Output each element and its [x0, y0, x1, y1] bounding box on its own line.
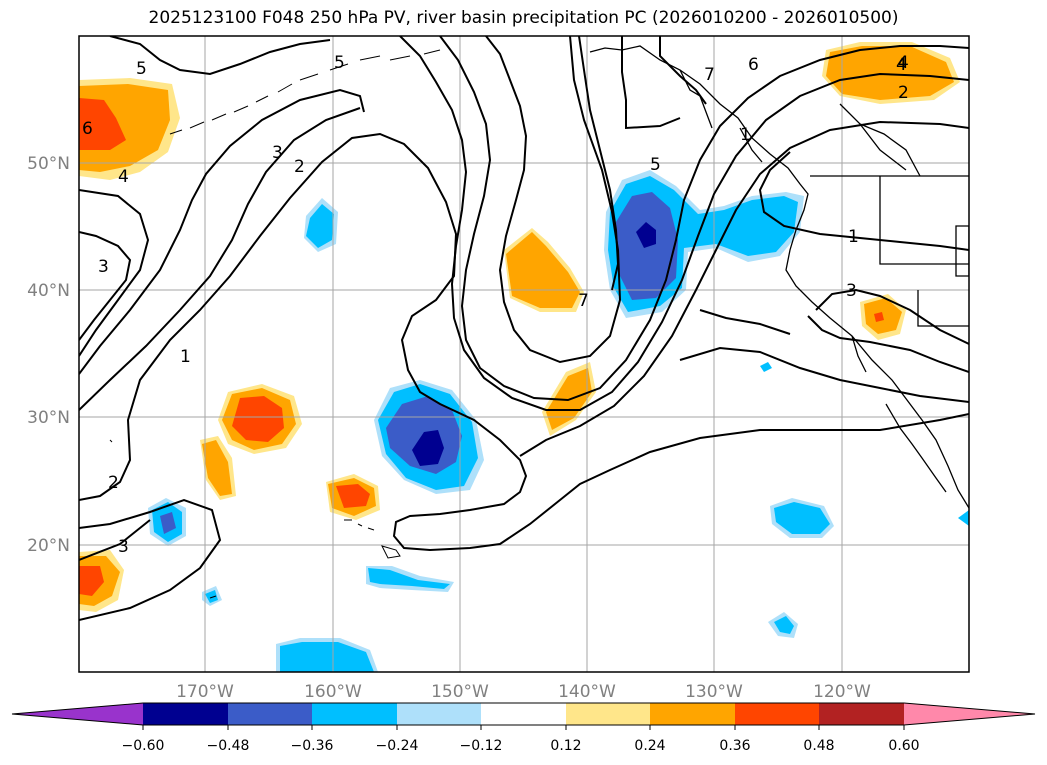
- precip-anomaly-positive: [232, 396, 284, 442]
- precip-anomaly-positive: [79, 98, 126, 150]
- contour-label: 3: [98, 257, 109, 277]
- colorbar: −0.60 −0.48 −0.36 −0.24 −0.12 0.12 0.24 …: [11, 702, 1036, 754]
- precip-anomaly-negative: [280, 642, 374, 672]
- contour-label: 5: [334, 53, 345, 73]
- colorbar-label: −0.36: [291, 738, 334, 754]
- colorbar-segment: [143, 703, 228, 725]
- precip-anomaly-positive: [336, 484, 370, 508]
- map-panel: 5 5 6 4 4 3 3 2 1 2 3 5 6 7 4 2 1 1 3 7: [79, 36, 969, 672]
- colorbar-labels: −0.60 −0.48 −0.36 −0.24 −0.12 0.12 0.24 …: [122, 738, 920, 754]
- precip-anomaly-negative: [205, 590, 218, 603]
- colorbar-label: 0.24: [634, 738, 665, 754]
- precip-anomaly-negative: [306, 204, 334, 248]
- colorbar-label: 0.60: [888, 738, 919, 754]
- contour-label: 1: [180, 347, 191, 367]
- colorbar-segment: [566, 703, 650, 725]
- colorbar-segment: [735, 703, 819, 725]
- colorbar-label: 0.48: [803, 738, 834, 754]
- precip-anomaly-negative: [412, 430, 444, 466]
- precip-anomaly-negative: [636, 222, 656, 248]
- colorbar-extend-min: [12, 703, 143, 725]
- lon-tick-label: 130°W: [685, 682, 743, 702]
- contour-label: 7: [704, 65, 715, 85]
- contour-label: 2: [294, 157, 305, 177]
- precip-anomaly-negative: [774, 502, 830, 534]
- contour-label: 7: [578, 291, 589, 311]
- precip-anomaly-positive: [506, 232, 580, 308]
- colorbar-label: −0.48: [207, 738, 250, 754]
- contour-label: 3: [272, 143, 283, 163]
- lon-tick-label: 150°W: [431, 682, 489, 702]
- contour-label: 4: [896, 55, 907, 75]
- contour-label: 1: [740, 125, 751, 145]
- lat-tick-label: 50°N: [27, 154, 70, 174]
- precip-anomaly-negative: [958, 510, 969, 526]
- contour-label: 4: [898, 53, 909, 73]
- colorbar-label: −0.12: [460, 738, 503, 754]
- precip-anomaly-positive: [202, 440, 232, 496]
- coastlines: [589, 45, 969, 509]
- lat-tick-label: 40°N: [27, 281, 70, 301]
- contour-label: 5: [136, 59, 147, 79]
- lon-tick-label: 120°W: [813, 682, 871, 702]
- lon-tick-label: 140°W: [558, 682, 616, 702]
- colorbar-segment: [650, 703, 735, 725]
- precip-anomaly-negative: [368, 568, 450, 589]
- contour-label: 6: [82, 119, 93, 139]
- precip-shading: [79, 42, 969, 672]
- islands: [109, 49, 441, 599]
- lon-tick-label: 170°W: [176, 682, 234, 702]
- precip-anomaly-negative: [760, 362, 772, 372]
- lon-tick-labels: 170°W 160°W 150°W 140°W 130°W 120°W: [176, 682, 871, 702]
- colorbar-segment: [481, 703, 566, 725]
- colorbar-label: 0.36: [719, 738, 750, 754]
- colorbar-segment: [228, 703, 312, 725]
- pv-contours: [79, 36, 969, 621]
- contour-label: 5: [650, 155, 661, 175]
- lon-tick-label: 160°W: [304, 682, 362, 702]
- precip-anomaly-positive: [79, 566, 104, 596]
- precip-anomaly-positive: [874, 312, 884, 322]
- colorbar-segment: [819, 703, 904, 725]
- contour-label: 2: [108, 473, 119, 493]
- contour-label: 6: [748, 55, 759, 75]
- lat-tick-labels: 50°N 40°N 30°N 20°N: [27, 154, 70, 556]
- colorbar-label: −0.60: [122, 738, 165, 754]
- colorbar-ticks: [142, 725, 905, 730]
- contour-label: 3: [846, 281, 857, 301]
- contour-label: 4: [118, 167, 129, 187]
- contour-labels: 5 5 6 4 4 3 3 2 1 2 3 5 6 7 4 2 1 1 3 7: [82, 53, 909, 557]
- precip-anomaly-negative: [774, 616, 794, 634]
- lat-tick-label: 20°N: [27, 536, 70, 556]
- contour-label: 3: [118, 537, 129, 557]
- map-frame: [78, 35, 970, 673]
- contour-label: 2: [898, 83, 909, 103]
- colorbar-label: −0.24: [376, 738, 419, 754]
- contour-label: 1: [848, 227, 859, 247]
- colorbar-segment: [397, 703, 481, 725]
- precip-anomaly-negative: [160, 512, 176, 534]
- colorbar-label: 0.12: [550, 738, 581, 754]
- precip-anomaly-positive: [826, 46, 954, 100]
- chart-title: 2025123100 F048 250 hPa PV, river basin …: [148, 8, 899, 28]
- colorbar-segment: [312, 703, 397, 725]
- map-background: [79, 36, 969, 672]
- colorbar-extend-max: [904, 703, 1035, 725]
- lat-tick-label: 30°N: [27, 408, 70, 428]
